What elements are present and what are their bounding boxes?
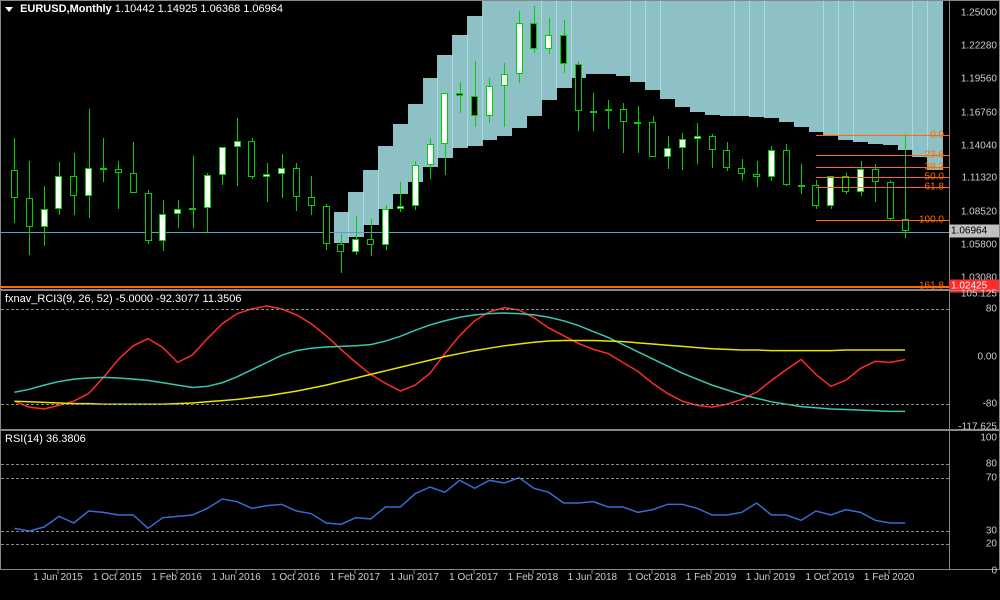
rsi-tick: 100 <box>980 432 997 443</box>
rci-lines <box>1 291 951 431</box>
trading-chart[interactable]: EURUSD,Monthly 1.10442 1.14925 1.06368 1… <box>0 0 1000 600</box>
ohlc-label: 1.10442 1.14925 1.06368 1.06964 <box>115 3 283 15</box>
rci-panel[interactable]: fxnav_RCI3(9, 26, 52) -5.0000 -92.3077 1… <box>0 290 1000 430</box>
time-tick: 1 Oct 2019 <box>805 572 854 583</box>
time-tick: 1 Oct 2016 <box>271 572 320 583</box>
time-tick: 1 Feb 2018 <box>508 572 559 583</box>
price-axis: 1.25000 1.22280 1.19560 1.16760 1.14040 1.113… <box>949 1 999 289</box>
rsi-tick: 20 <box>986 539 997 550</box>
rsi-title: RSI(14) 36.3806 <box>5 433 86 445</box>
price-tick: 1.19560 <box>961 73 997 84</box>
price-tick: 1.25000 <box>961 8 997 19</box>
fib-level-label: 61.8 <box>925 182 944 193</box>
time-axis: 1 Jun 2015 1 Oct 2015 1 Feb 2016 1 Jun 2016… <box>0 570 1000 600</box>
rci-tick: -80 <box>983 399 997 410</box>
price-tick: 1.11320 <box>962 173 997 184</box>
time-tick: 1 Oct 2018 <box>627 572 676 583</box>
price-tick: 1.08520 <box>961 207 997 218</box>
rci-tick: 80 <box>986 303 997 314</box>
time-tick: 1 Jun 2016 <box>211 572 261 583</box>
rsi-tick: 80 <box>986 459 997 470</box>
price-tick: 1.22280 <box>961 40 997 51</box>
price-panel[interactable]: EURUSD,Monthly 1.10442 1.14925 1.06368 1… <box>0 0 1000 290</box>
fib-level-label: 23.6 <box>925 149 944 160</box>
time-tick: 1 Oct 2015 <box>93 572 142 583</box>
symbol-label: EURUSD,Monthly <box>20 3 112 15</box>
time-tick: 1 Feb 2016 <box>151 572 202 583</box>
time-tick: 1 Jun 2018 <box>568 572 618 583</box>
time-tick: 1 Feb 2020 <box>864 572 915 583</box>
time-tick: 1 Oct 2017 <box>449 572 498 583</box>
price-tick: 1.14040 <box>961 140 997 151</box>
chevron-down-icon[interactable] <box>5 7 13 12</box>
rsi-tick: 30 <box>986 526 997 537</box>
price-tick: 1.05800 <box>961 240 997 251</box>
time-tick: 1 Feb 2019 <box>686 572 737 583</box>
rsi-tick: 70 <box>986 472 997 483</box>
rci-title: fxnav_RCI3(9, 26, 52) -5.0000 -92.3077 1… <box>5 293 241 305</box>
rci-tick: 0.00 <box>978 351 997 362</box>
fib-level-label: 0.0 <box>930 129 944 140</box>
price-tag: 1.06964 <box>949 225 999 238</box>
time-tick: 1 Jun 2019 <box>746 572 796 583</box>
rsi-panel[interactable]: RSI(14) 36.3806 100807030200 <box>0 430 1000 570</box>
time-tick: 1 Jun 2017 <box>389 572 439 583</box>
price-tick: 1.16760 <box>961 107 997 118</box>
rci-axis: 105.125800.00-80-117.625 <box>949 291 999 429</box>
rsi-line <box>1 431 951 571</box>
main-title: EURUSD,Monthly 1.10442 1.14925 1.06368 1… <box>5 3 283 15</box>
rsi-axis: 100807030200 <box>949 431 999 569</box>
time-tick: 1 Feb 2017 <box>330 572 381 583</box>
rci-tick: 105.125 <box>961 288 997 299</box>
time-tick: 1 Jun 2015 <box>33 572 83 583</box>
fib-level-label: 100.0 <box>919 214 944 225</box>
